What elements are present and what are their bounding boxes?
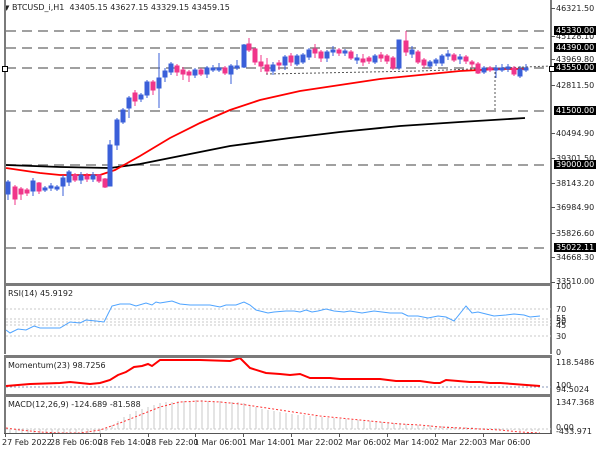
pane-separator[interactable] [4,283,552,286]
time-label: 2 Mar 22:00 [434,438,483,447]
time-label: 27 Feb 2022 [2,438,52,447]
rsi-label: 30 [556,332,567,341]
time-label: 2 Mar 14:00 [386,438,435,447]
macd-chart-svg [5,400,551,433]
macd-label: 0.00 [556,423,574,432]
price-label: 40494.90 [556,129,595,138]
macd-label: -433.971 [556,427,592,436]
level-label-35022[interactable]: 35022.11 [554,243,597,252]
time-label: 1 Mar 14:00 [242,438,291,447]
level-label-45330[interactable]: 45330.00 [554,26,597,35]
time-label: 3 Mar 06:00 [482,438,531,447]
macd-title: MACD(12,26,9) -124.689 -81.588 [8,400,141,409]
momentum-label: 94.5024 [556,385,590,394]
time-label: 1 Mar 06:00 [194,438,243,447]
rsi-label: 0 [556,348,562,357]
momentum-title: Momentum(23) 98.7256 [8,361,106,370]
level-label-44390[interactable]: 44390.00 [554,43,597,52]
pane-separator[interactable] [4,355,552,358]
price-label: 38143.20 [556,179,595,188]
momentum-pane[interactable]: Momentum(23) 98.7256 118.5486 100 94.502… [0,358,602,394]
price-label: 39301.50 [556,154,595,163]
rsi-label: 50 [556,317,567,326]
rsi-label: 45 [556,321,567,330]
rsi-title: RSI(14) 45.9192 [8,289,74,298]
momentum-chart-svg [5,358,551,388]
price-label: 42811.50 [556,81,595,90]
price-label: 46321.50 [556,4,595,13]
rsi-pane[interactable]: RSI(14) 45.9192 100 70 55 50 45 30 0 [0,282,602,357]
rsi-label: 55 [556,314,567,323]
price-chart-svg [5,30,552,249]
level-label-43550[interactable]: 43550.00 [554,63,597,72]
macd-label: 1347.368 [556,398,595,407]
rsi-label: 70 [556,305,567,314]
price-label: 34668.30 [556,253,595,262]
macd-pane[interactable]: MACD(12,26,9) -124.689 -81.588 1347.368 … [0,397,602,436]
level-anchor-handle[interactable] [2,66,8,72]
pane-separator[interactable] [4,394,552,397]
time-label: 28 Feb 14:00 [98,438,151,447]
price-label: 45128.10 [556,32,595,41]
time-label: 28 Feb 06:00 [50,438,103,447]
price-label: 36984.90 [556,203,595,212]
triangle-down-icon[interactable]: ▼ [4,4,10,12]
momentum-label: 118.5486 [556,358,595,367]
level-label-39000[interactable]: 39000.00 [554,160,597,169]
ohlc-values: 43405.15 43627.15 43329.15 43459.15 [69,3,230,12]
price-label: 43969.80 [556,55,595,64]
price-label: 35826.60 [556,229,595,238]
time-label: 28 Feb 22:00 [146,438,199,447]
chart-title: ▼ BTCUSD_i,H1 43405.15 43627.15 43329.15… [4,3,230,12]
time-label: 2 Mar 06:00 [338,438,387,447]
symbol-label: BTCUSD_i,H1 [11,3,65,12]
time-label: 1 Mar 22:00 [290,438,339,447]
price-pane[interactable]: 46321.50 45128.10 43969.80 42811.50 4049… [0,0,602,286]
level-anchor-handle-right[interactable] [549,66,555,72]
rsi-chart-svg [5,300,551,337]
momentum-label: 100 [556,381,572,390]
time-axis [4,433,552,434]
price-label: 33510.00 [556,277,595,286]
rsi-label: 100 [556,282,572,291]
level-label-41500[interactable]: 41500.00 [554,106,597,115]
